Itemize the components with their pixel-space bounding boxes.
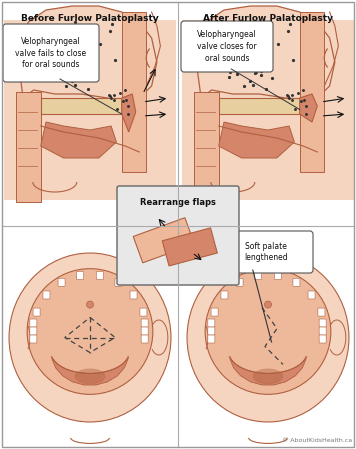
Text: © AboutKidsHealth.ca: © AboutKidsHealth.ca: [282, 438, 352, 443]
Ellipse shape: [253, 369, 283, 384]
FancyBboxPatch shape: [182, 228, 354, 447]
Ellipse shape: [9, 253, 171, 422]
Polygon shape: [300, 12, 324, 172]
FancyBboxPatch shape: [293, 278, 300, 286]
FancyBboxPatch shape: [141, 319, 148, 327]
FancyBboxPatch shape: [43, 291, 50, 299]
Text: Velopharyngeal
valve closes for
oral sounds: Velopharyngeal valve closes for oral sou…: [197, 30, 257, 63]
FancyBboxPatch shape: [30, 327, 37, 335]
FancyBboxPatch shape: [141, 327, 148, 335]
FancyBboxPatch shape: [318, 308, 325, 316]
FancyBboxPatch shape: [58, 278, 65, 286]
Polygon shape: [16, 92, 41, 202]
Circle shape: [27, 269, 153, 394]
FancyBboxPatch shape: [319, 335, 326, 343]
Polygon shape: [194, 92, 219, 202]
FancyBboxPatch shape: [208, 319, 215, 327]
FancyBboxPatch shape: [236, 278, 243, 286]
Polygon shape: [122, 12, 146, 172]
FancyBboxPatch shape: [115, 278, 122, 286]
Polygon shape: [41, 122, 116, 158]
Polygon shape: [219, 98, 300, 114]
FancyBboxPatch shape: [319, 327, 326, 335]
FancyBboxPatch shape: [319, 319, 326, 327]
Polygon shape: [300, 94, 317, 122]
Polygon shape: [230, 356, 306, 385]
Polygon shape: [133, 218, 194, 263]
Polygon shape: [20, 6, 157, 102]
FancyBboxPatch shape: [117, 186, 239, 285]
FancyBboxPatch shape: [96, 272, 103, 280]
Text: Velopharyngeal
valve fails to close
for oral sounds: Velopharyngeal valve fails to close for …: [15, 37, 87, 69]
FancyBboxPatch shape: [77, 272, 84, 280]
FancyBboxPatch shape: [219, 231, 313, 273]
Polygon shape: [122, 94, 136, 132]
Polygon shape: [41, 98, 122, 114]
FancyBboxPatch shape: [141, 335, 148, 343]
FancyBboxPatch shape: [4, 228, 176, 447]
Circle shape: [265, 301, 272, 308]
Text: Before Furlow Palatoplasty: Before Furlow Palatoplasty: [21, 14, 159, 23]
Ellipse shape: [75, 369, 105, 384]
Polygon shape: [219, 122, 294, 158]
FancyBboxPatch shape: [30, 335, 37, 343]
Text: Rearrange flaps: Rearrange flaps: [140, 198, 216, 207]
FancyBboxPatch shape: [255, 272, 262, 280]
FancyBboxPatch shape: [274, 272, 281, 280]
Circle shape: [87, 301, 94, 308]
FancyBboxPatch shape: [182, 20, 354, 200]
Polygon shape: [162, 228, 217, 266]
FancyBboxPatch shape: [140, 308, 147, 316]
FancyBboxPatch shape: [33, 308, 40, 316]
FancyBboxPatch shape: [130, 291, 137, 299]
Polygon shape: [52, 356, 128, 385]
FancyBboxPatch shape: [208, 335, 215, 343]
Circle shape: [205, 269, 331, 394]
FancyBboxPatch shape: [3, 24, 99, 82]
FancyBboxPatch shape: [211, 308, 218, 316]
Polygon shape: [198, 6, 335, 102]
FancyBboxPatch shape: [30, 319, 37, 327]
Text: After Furlow Palatoplasty: After Furlow Palatoplasty: [203, 14, 333, 23]
FancyBboxPatch shape: [181, 21, 273, 72]
FancyBboxPatch shape: [208, 327, 215, 335]
FancyBboxPatch shape: [308, 291, 315, 299]
Text: Soft palate
lengthened: Soft palate lengthened: [244, 242, 288, 262]
FancyBboxPatch shape: [221, 291, 228, 299]
Ellipse shape: [187, 253, 349, 422]
FancyBboxPatch shape: [4, 20, 176, 200]
